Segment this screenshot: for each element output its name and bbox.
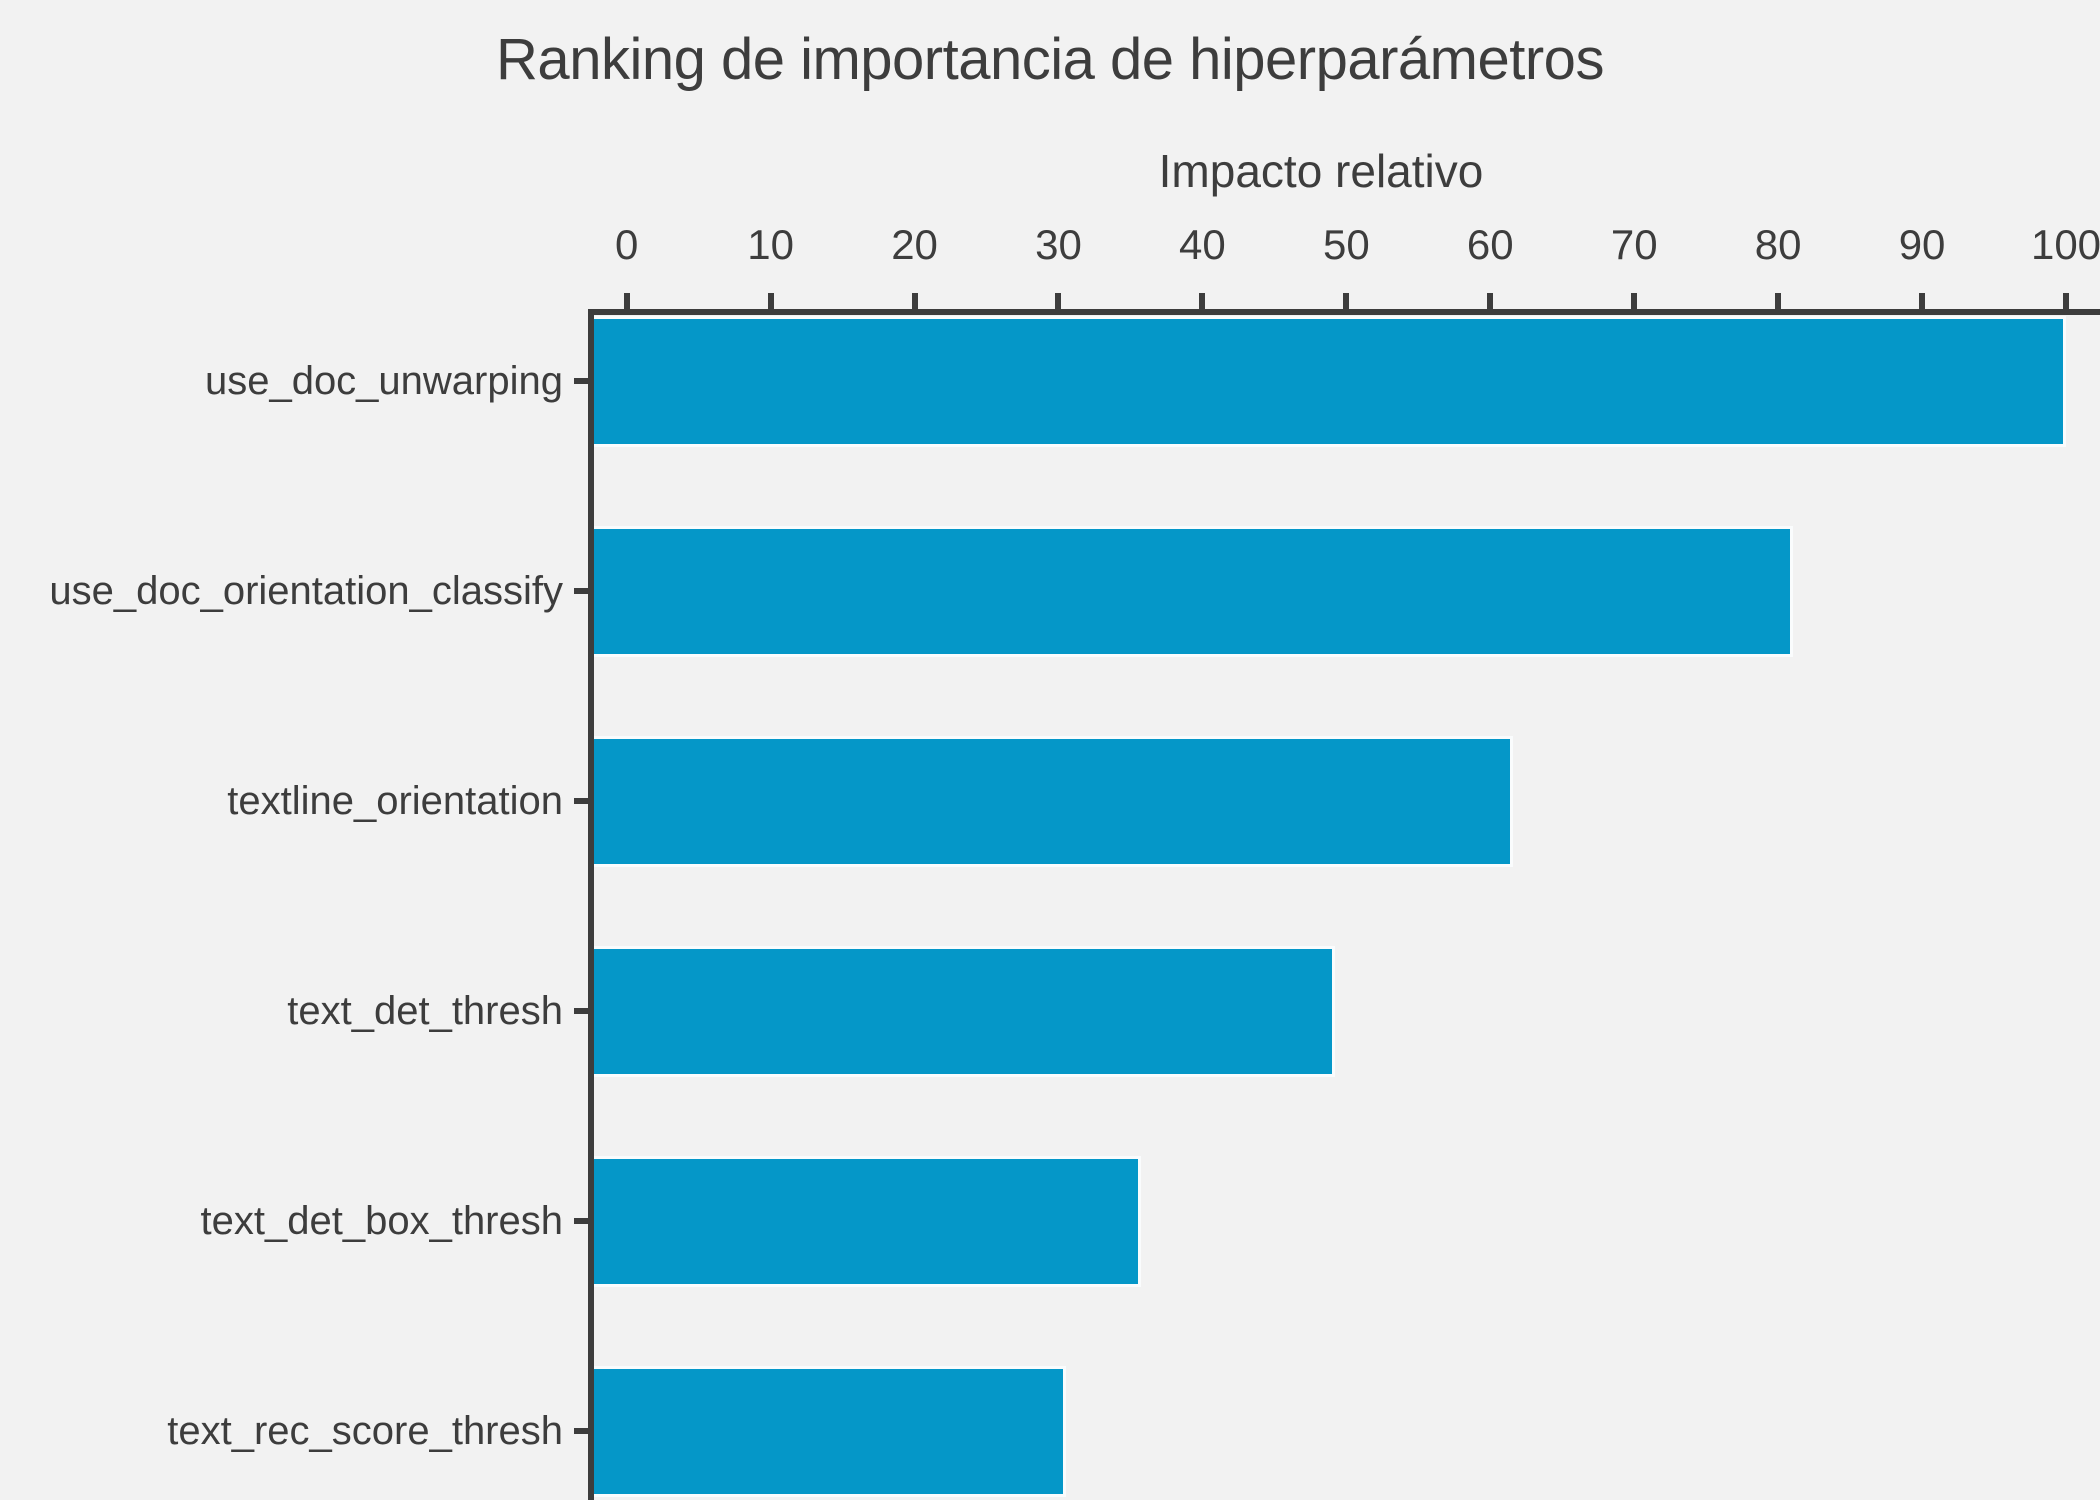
x-tick-mark-10 (767, 293, 774, 309)
x-tick-label-70: 70 (1610, 221, 1658, 268)
bar-text_det_thresh (594, 945, 1335, 1077)
y-tick-label-text_det_thresh: text_det_thresh (287, 989, 563, 1033)
y-tick-mark-use_doc_orientation_classify (574, 588, 590, 594)
y-tick-label-use_doc_orientation_classify: use_doc_orientation_classify (49, 569, 563, 613)
y-axis-spine (588, 309, 594, 1500)
x-axis-line (588, 309, 2100, 315)
x-axis-label: Impacto relativo (1158, 145, 1484, 197)
x-tick-label-30: 30 (1035, 221, 1082, 268)
y-tick-mark-use_doc_unwarping (574, 378, 590, 384)
x-tick-mark-90 (1919, 293, 1926, 309)
x-tick-mark-80 (1775, 293, 1782, 309)
x-tick-label-20: 20 (891, 221, 938, 268)
x-tick-label-80: 80 (1754, 221, 1802, 268)
x-tick-mark-20 (911, 293, 918, 309)
x-tick-label-50: 50 (1322, 221, 1370, 268)
x-tick-mark-30 (1055, 293, 1062, 309)
x-tick-label-10: 10 (747, 221, 794, 268)
x-tick-mark-50 (1343, 293, 1350, 309)
x-tick-label-100: 100 (2030, 221, 2100, 268)
bar-textline_orientation (594, 735, 1514, 867)
x-tick-label-60: 60 (1466, 221, 1514, 268)
x-tick-mark-40 (1199, 293, 1206, 309)
bar-text_rec_score_thresh (594, 1365, 1066, 1497)
y-tick-mark-text_rec_score_thresh (574, 1428, 590, 1434)
y-tick-mark-textline_orientation (574, 798, 590, 804)
bar-text_det_box_thresh (594, 1155, 1141, 1287)
x-tick-label-0: 0 (615, 221, 639, 268)
y-tick-label-text_det_box_thresh: text_det_box_thresh (200, 1199, 563, 1243)
x-tick-mark-70 (1631, 293, 1638, 309)
x-tick-mark-100 (2063, 293, 2069, 309)
chart-title: Ranking de importancia de hiperparámetro… (496, 27, 1604, 92)
x-tick-mark-60 (1487, 293, 1494, 309)
x-tick-label-90: 90 (1898, 221, 1946, 268)
y-tick-label-use_doc_unwarping: use_doc_unwarping (204, 359, 563, 403)
bar-use_doc_unwarping (594, 315, 2066, 447)
bar-use_doc_orientation_classify (594, 525, 1793, 657)
x-tick-mark-0 (623, 293, 630, 309)
y-tick-label-textline_orientation: textline_orientation (227, 779, 563, 823)
y-tick-mark-text_det_box_thresh (574, 1218, 590, 1224)
x-tick-label-40: 40 (1179, 221, 1226, 268)
y-tick-label-text_rec_score_thresh: text_rec_score_thresh (167, 1409, 563, 1453)
y-tick-mark-text_det_thresh (574, 1008, 590, 1014)
